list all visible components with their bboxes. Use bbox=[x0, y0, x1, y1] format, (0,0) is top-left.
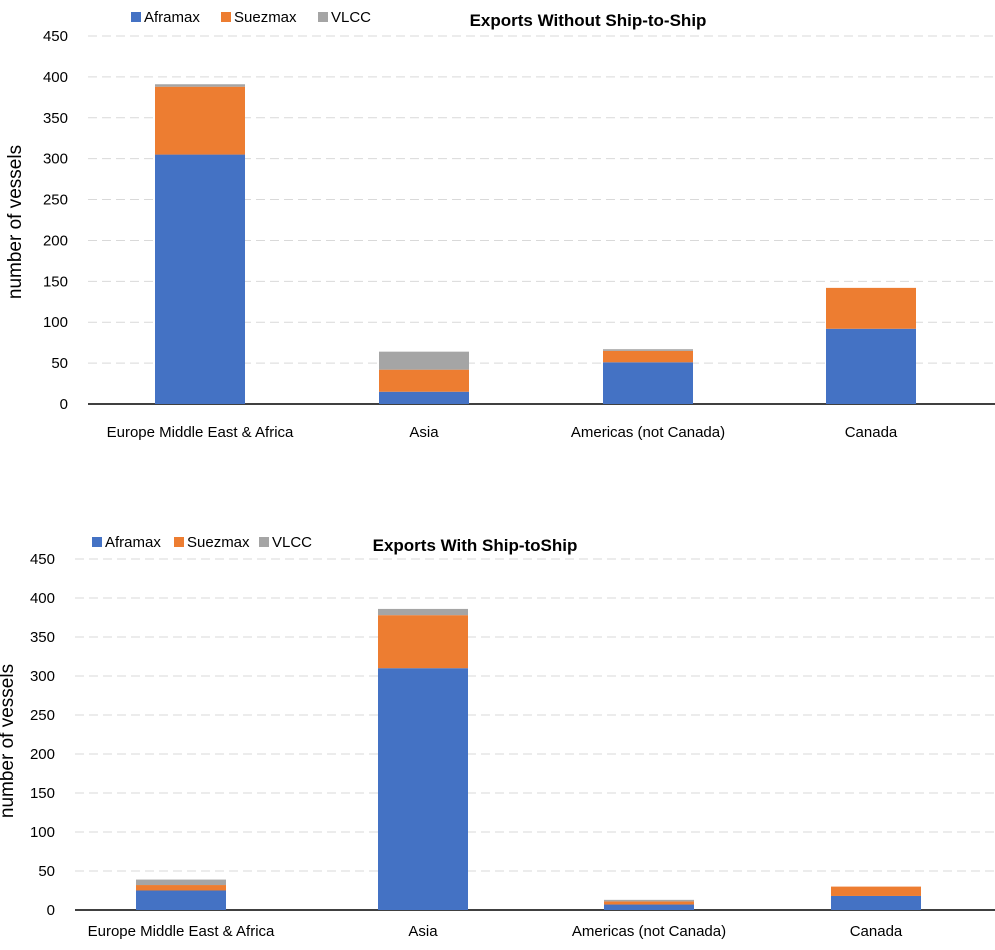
y-tick-label: 450 bbox=[43, 28, 68, 45]
y-tick-label: 450 bbox=[30, 551, 55, 568]
x-tick-label: Asia bbox=[408, 923, 438, 940]
legend-swatch-suezmax bbox=[174, 537, 184, 547]
y-tick-label: 50 bbox=[51, 355, 68, 372]
legend-swatch-aframax bbox=[92, 537, 102, 547]
legend-swatch-suezmax bbox=[221, 12, 231, 22]
y-tick-label: 250 bbox=[30, 707, 55, 724]
bar-vlcc bbox=[379, 351, 469, 370]
legend-swatch-aframax bbox=[131, 12, 141, 22]
bar-vlcc bbox=[604, 899, 694, 902]
bar-suezmax bbox=[155, 86, 245, 155]
chart-1: 0 50 100 150 200 250 300 350 400 450 Europe Middle… bbox=[5, 9, 995, 441]
bar-aframax bbox=[155, 154, 245, 404]
chart-title: Exports With Ship-toShip bbox=[373, 536, 578, 555]
legend-swatch-vlcc bbox=[259, 537, 269, 547]
y-tick-label: 350 bbox=[30, 629, 55, 646]
legend-swatch-vlcc bbox=[318, 12, 328, 22]
bar-aframax bbox=[379, 391, 469, 404]
chart-2: 0 50 100 150 200 250 300 350 400 450 Europe Middle… bbox=[0, 534, 995, 940]
y-tick-label: 100 bbox=[43, 314, 68, 331]
y-tick-label: 300 bbox=[43, 151, 68, 168]
y-tick-label: 150 bbox=[43, 273, 68, 290]
bar-suezmax bbox=[831, 886, 921, 896]
legend-label-vlcc: VLCC bbox=[272, 534, 312, 551]
x-tick-label: Americas (not Canada) bbox=[572, 923, 726, 940]
chart-title: Exports Without Ship-to-Ship bbox=[470, 11, 707, 30]
x-tick-label: Europe Middle East & Africa bbox=[107, 424, 294, 441]
legend-label-aframax: Aframax bbox=[105, 534, 161, 551]
bar-vlcc bbox=[155, 84, 245, 87]
bar-suezmax bbox=[378, 615, 468, 669]
y-tick-label: 0 bbox=[47, 902, 55, 919]
y-tick-label: 200 bbox=[30, 746, 55, 763]
y-tick-label: 250 bbox=[43, 192, 68, 209]
bar-vlcc bbox=[603, 349, 693, 351]
bar-suezmax bbox=[379, 369, 469, 392]
legend-label-aframax: Aframax bbox=[144, 9, 200, 26]
y-tick-label: 300 bbox=[30, 668, 55, 685]
legend-label-suezmax: Suezmax bbox=[187, 534, 250, 551]
bar-aframax bbox=[603, 362, 693, 404]
legend: Aframax Suezmax VLCC bbox=[131, 9, 371, 26]
y-tick-label: 100 bbox=[30, 824, 55, 841]
bar-suezmax bbox=[604, 901, 694, 905]
bar-suezmax bbox=[826, 287, 916, 329]
bar-vlcc bbox=[136, 879, 226, 886]
y-tick-label: 50 bbox=[38, 863, 55, 880]
legend-label-suezmax: Suezmax bbox=[234, 9, 297, 26]
y-axis-label: number of vessels bbox=[5, 145, 26, 299]
bar-aframax bbox=[136, 890, 226, 910]
y-tick-label: 0 bbox=[60, 396, 68, 413]
bar-aframax bbox=[378, 668, 468, 910]
x-tick-label: Asia bbox=[409, 424, 439, 441]
bar-suezmax bbox=[603, 350, 693, 363]
y-tick-label: 400 bbox=[43, 69, 68, 86]
x-tick-label: Canada bbox=[845, 424, 898, 441]
x-tick-label: Europe Middle East & Africa bbox=[88, 923, 275, 940]
bar-aframax bbox=[826, 328, 916, 404]
x-tick-label: Americas (not Canada) bbox=[571, 424, 725, 441]
bar-suezmax bbox=[136, 885, 226, 891]
x-tick-label: Canada bbox=[850, 923, 903, 940]
bar-aframax bbox=[831, 895, 921, 910]
y-tick-label: 400 bbox=[30, 590, 55, 607]
y-tick-label: 150 bbox=[30, 785, 55, 802]
y-tick-label: 200 bbox=[43, 232, 68, 249]
bar-aframax bbox=[604, 904, 694, 910]
bar-vlcc bbox=[378, 608, 468, 616]
legend: Aframax Suezmax VLCC bbox=[92, 534, 312, 551]
legend-label-vlcc: VLCC bbox=[331, 9, 371, 26]
y-tick-label: 350 bbox=[43, 110, 68, 127]
y-axis-label: number of vessels bbox=[0, 664, 18, 818]
